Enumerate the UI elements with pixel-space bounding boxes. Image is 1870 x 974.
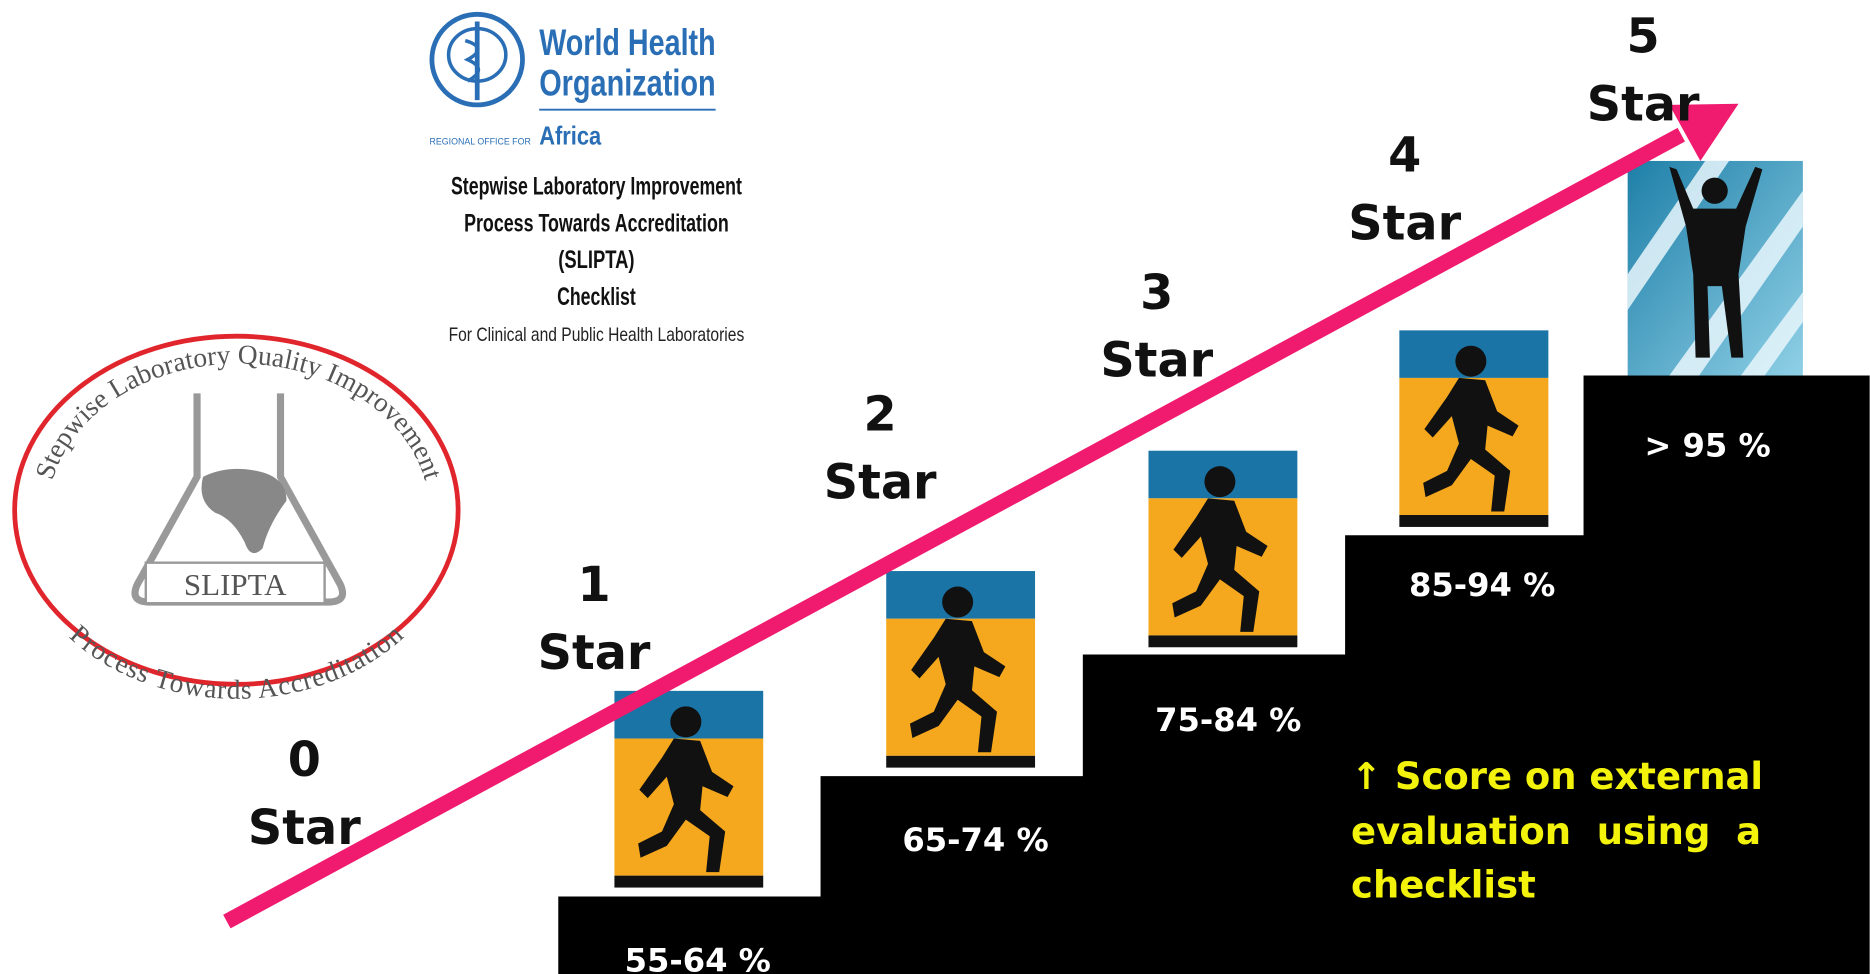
level-number: 1: [577, 558, 610, 613]
level-label: Star: [824, 455, 937, 510]
runner-image: [1148, 451, 1297, 648]
who-logo: World Health Organization REGIONAL OFFIC…: [430, 14, 716, 150]
note-line: evaluation using a: [1351, 810, 1761, 853]
note-line: ↑ Score on external: [1351, 755, 1763, 798]
score-range: 85-94 %: [1409, 566, 1555, 604]
score-range: 75-84 %: [1155, 701, 1301, 739]
slipta-seal: SLIPTA Stepwise Laboratory Quality Impro…: [15, 336, 458, 705]
who-region: Africa: [539, 120, 601, 150]
level-number: 0: [288, 733, 321, 788]
level-label: Star: [1100, 334, 1213, 389]
slipta-diagram: World Health Organization REGIONAL OFFIC…: [0, 0, 1870, 974]
runner-image: [886, 571, 1035, 768]
level-label: Star: [1587, 77, 1700, 132]
level-number: 3: [1140, 266, 1173, 321]
doc-title: (SLIPTA): [558, 246, 634, 274]
score-range: > 95 %: [1644, 427, 1770, 465]
doc-title: Checklist: [557, 283, 636, 311]
runner-image: [614, 691, 763, 888]
score-range: 55-64 %: [625, 942, 771, 974]
level-label: Star: [538, 626, 651, 681]
level-label: Star: [1348, 197, 1461, 252]
who-region-prefix: REGIONAL OFFICE FOR: [430, 136, 531, 147]
doc-subtitle: For Clinical and Public Health Laborator…: [449, 325, 745, 346]
level-number: 4: [1388, 129, 1421, 184]
doc-title: Process Towards Accreditation: [464, 209, 729, 237]
level-number: 2: [864, 387, 897, 442]
level-number: 5: [1627, 9, 1660, 64]
who-name: World Health: [539, 22, 715, 63]
who-name: Organization: [539, 62, 715, 103]
winner-image: [1628, 161, 1803, 376]
seal-center: SLIPTA: [184, 567, 287, 602]
level-label: Star: [248, 801, 361, 856]
page: World Health Organization REGIONAL OFFIC…: [0, 0, 1870, 974]
score-range: 65-74 %: [902, 821, 1048, 859]
runner-image: [1399, 330, 1548, 527]
doc-title: Stepwise Laboratory Improvement: [451, 172, 742, 200]
note-line: checklist: [1351, 864, 1536, 907]
